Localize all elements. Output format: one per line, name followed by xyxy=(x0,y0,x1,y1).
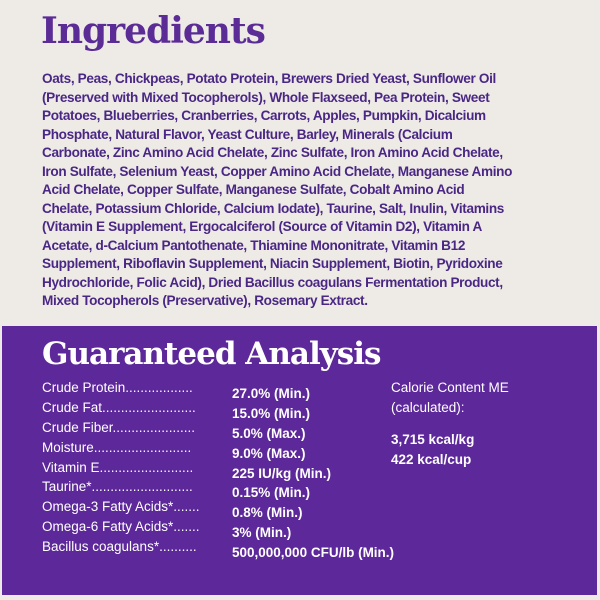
analysis-row: Crude Protein.................. 27.0% (Mi… xyxy=(42,378,311,401)
analysis-value: 9.0% (Max.) xyxy=(232,446,306,461)
analysis-label: Vitamin E......................... xyxy=(42,460,194,475)
ingredients-line: Carbonate, Zinc Amino Acid Chelate, Zinc… xyxy=(42,145,503,160)
analysis-row: Bacillus coagulans*.......... 500,000,000… xyxy=(42,537,395,560)
analysis-value: 0.15% (Min.) xyxy=(232,485,311,500)
analysis-value: 225 IU/kg (Min.) xyxy=(232,466,332,481)
ingredients-line: Mixed Tocopherols (Preservative), Rosema… xyxy=(42,293,368,308)
analysis-value: 3% (Min.) xyxy=(232,525,292,540)
analysis-label: Crude Fiber...................... xyxy=(42,420,196,435)
analysis-value: 15.0% (Min.) xyxy=(232,406,311,421)
analysis-row: Vitamin E......................... 225 IU… xyxy=(42,458,332,481)
ingredients-line: (Preserved with Mixed Tocopherols), Whol… xyxy=(42,89,490,105)
calorie-label-calculated: (calculated): xyxy=(391,400,465,415)
ingredients-title: Ingredients xyxy=(41,10,266,52)
ingredients-line: Acid Chelate, Copper Sulfate, Manganese … xyxy=(42,182,465,197)
ingredients-line: Hydrochloride, Folic Acid), Dried Bacill… xyxy=(42,274,503,290)
analysis-label: Taurine*........................... xyxy=(42,479,193,494)
ingredients-line: Acetate, d-Calcium Pantothenate, Thiamin… xyxy=(42,237,466,253)
analysis-row: Omega-6 Fatty Acids*....... 3% (Min.) xyxy=(42,517,292,540)
analysis-label: Omega-3 Fatty Acids*....... xyxy=(42,499,200,514)
calorie-label: Calorie Content ME xyxy=(391,380,509,395)
ingredients-line: Iron Sulfate, Selenium Yeast, Copper Ami… xyxy=(42,163,513,179)
ingredients-line: Phosphate, Natural Flavor, Yeast Culture… xyxy=(42,126,453,142)
analysis-label: Moisture.......................... xyxy=(42,440,192,455)
analysis-label: Omega-6 Fatty Acids*....... xyxy=(42,519,200,534)
analysis-row: Crude Fiber...................... 5.0% (M… xyxy=(42,418,306,441)
analysis-label: Crude Fat......................... xyxy=(42,400,196,415)
ingredients-line: Oats, Peas, Chickpeas, Potato Protein, B… xyxy=(42,71,496,86)
guaranteed-analysis-title: Guaranteed Analysis xyxy=(42,336,381,372)
ingredients-list: Oats, Peas, Chickpeas, Potato Protein, B… xyxy=(42,70,512,311)
analysis-row: Omega-3 Fatty Acids*....... 0.8% (Min.) xyxy=(42,497,303,520)
ingredients-line: Supplement, Riboflavin Supplement, Niaci… xyxy=(42,256,503,271)
calorie-per-kg: 3,715 kcal/kg xyxy=(391,432,475,447)
analysis-value: 27.0% (Min.) xyxy=(232,386,311,401)
ingredients-line: (Vitamin E Supplement, Ergocalciferol (S… xyxy=(42,219,482,234)
analysis-value: 5.0% (Max.) xyxy=(232,426,306,441)
analysis-value: 0.8% (Min.) xyxy=(232,505,303,520)
ingredients-line: Potatoes, Blueberries, Cranberries, Carr… xyxy=(42,108,486,123)
analysis-label: Crude Protein.................. xyxy=(42,380,193,395)
analysis-row: Moisture.......................... 9.0% (… xyxy=(42,438,306,461)
analysis-row: Taurine*........................... 0.15%… xyxy=(42,477,311,500)
analysis-label: Bacillus coagulans*.......... xyxy=(42,539,197,554)
ingredients-line: Chelate, Potassium Chloride, Calcium Iod… xyxy=(42,200,505,216)
guaranteed-analysis-panel: Guaranteed Analysis Crude Protein.......… xyxy=(2,326,597,595)
analysis-value: 500,000,000 CFU/lb (Min.) xyxy=(232,545,395,560)
calorie-per-cup: 422 kcal/cup xyxy=(391,452,472,467)
analysis-row: Crude Fat......................... 15.0% … xyxy=(42,398,311,421)
